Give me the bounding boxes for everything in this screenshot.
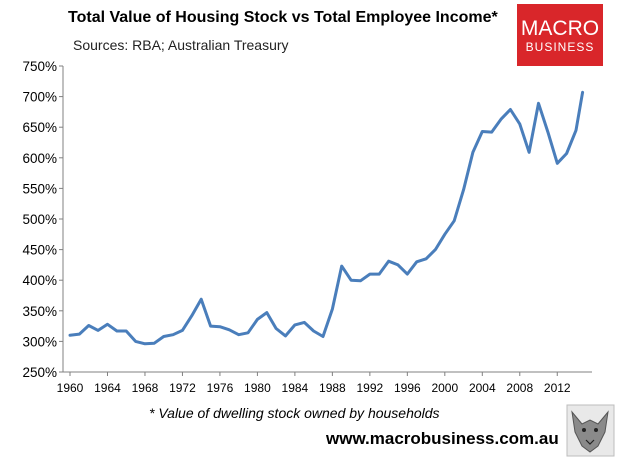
logo-text-line2: BUSINESS [526,40,595,54]
y-tick-label: 650% [22,120,57,135]
logo-text-line1: MACRO [521,17,599,40]
x-tick-label: 1976 [207,381,234,395]
y-tick-label: 600% [22,151,57,166]
y-tick-label: 250% [22,365,57,380]
x-tick-label: 1980 [244,381,271,395]
y-tick-label: 300% [22,334,57,349]
x-tick-label: 1968 [132,381,159,395]
wolf-icon [566,404,615,457]
website-url: www.macrobusiness.com.au [325,429,559,448]
x-tick-label: 2012 [544,381,571,395]
x-tick-label: 2004 [469,381,496,395]
y-tick-label: 400% [22,273,57,288]
x-tick-label: 2000 [431,381,458,395]
x-tick-label: 1964 [94,381,121,395]
x-tick-labels: 1960 1964 1968 1972 1976 1980 1984 1988 1992 1996… [57,372,571,395]
y-tick-label: 550% [22,181,57,196]
chart-subtitle: Sources: RBA; Australian Treasury [73,37,289,53]
x-tick-label: 1992 [357,381,384,395]
series-layer [68,90,585,346]
logo-background [517,4,603,66]
y-tick-labels: 250% 300% 350% 400% 450% 500% 550% 600% 650% 700%… [22,59,63,380]
y-tick-label: 700% [22,90,57,105]
x-tick-label: 1988 [319,381,346,395]
y-tick-label: 750% [22,59,57,74]
chart-footnote: * Value of dwelling stock owned by house… [149,405,440,421]
x-tick-label: 1972 [169,381,196,395]
chart-title: Total Value of Housing Stock vs Total Em… [68,9,498,26]
y-tick-label: 350% [22,304,57,319]
x-tick-label: 2008 [506,381,533,395]
x-tick-label: 1960 [57,381,84,395]
y-tick-label: 500% [22,212,57,227]
y-tick-label: 450% [22,243,57,258]
macrobusiness-logo: MACRO BUSINESS [517,4,603,66]
series-line [68,90,585,346]
x-tick-label: 1996 [394,381,421,395]
x-tick-label: 1984 [282,381,309,395]
